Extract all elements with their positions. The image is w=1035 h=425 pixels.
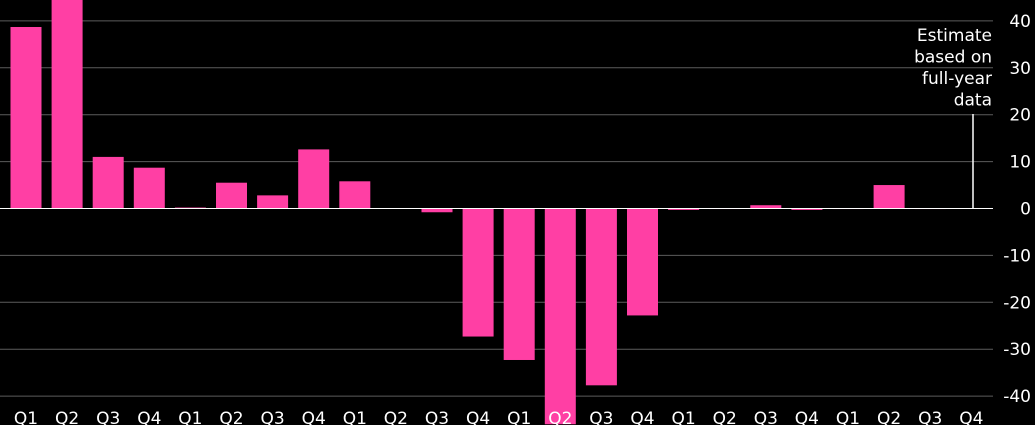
x-tick-label: Q4 xyxy=(302,409,326,425)
x-tick-label: Q2 xyxy=(548,409,572,425)
bar xyxy=(133,167,165,209)
bar xyxy=(668,208,700,210)
bar xyxy=(462,208,494,337)
x-tick-label: Q4 xyxy=(795,409,819,425)
x-tick-label: Q4 xyxy=(630,409,654,425)
bar xyxy=(421,208,453,213)
x-tick-label: Q1 xyxy=(836,409,860,425)
annotation-line: full-year xyxy=(922,69,992,89)
x-tick-label: Q1 xyxy=(178,409,202,425)
bar xyxy=(10,26,42,209)
bar xyxy=(257,195,289,209)
x-tick-label: Q1 xyxy=(507,409,531,425)
x-tick-label: Q2 xyxy=(55,409,79,425)
annotation-line: based on xyxy=(914,48,992,68)
y-tick-label: 20 xyxy=(1009,106,1031,126)
x-tick-label: Q2 xyxy=(384,409,408,425)
x-tick-label: Q3 xyxy=(918,409,942,425)
x-tick-label: Q1 xyxy=(671,409,695,425)
x-tick-label: Q4 xyxy=(137,409,161,425)
annotation-line: data xyxy=(954,91,992,111)
bar xyxy=(339,181,371,209)
x-tick-label: Q2 xyxy=(219,409,243,425)
y-tick-label: 40 xyxy=(1009,12,1031,32)
bar xyxy=(873,185,905,209)
bar xyxy=(51,0,83,209)
y-tick-label: -30 xyxy=(1003,340,1031,360)
bars xyxy=(10,0,946,425)
bar xyxy=(750,205,782,209)
y-tick-label: 0 xyxy=(1020,200,1031,220)
y-tick-label: 30 xyxy=(1009,59,1031,79)
x-tick-label: Q4 xyxy=(466,409,490,425)
y-tick-label: 10 xyxy=(1009,153,1031,173)
bar xyxy=(92,156,124,209)
x-tick-label: Q2 xyxy=(713,409,737,425)
x-tick-label: Q3 xyxy=(260,409,284,425)
bar xyxy=(544,208,576,425)
y-tick-label: -10 xyxy=(1003,246,1031,266)
bar xyxy=(627,208,658,316)
x-tick-label: Q2 xyxy=(877,409,901,425)
y-tick-label: -40 xyxy=(1003,387,1031,407)
bar xyxy=(216,182,247,209)
bar xyxy=(791,208,823,210)
bar xyxy=(503,208,535,360)
x-tick-label: Q3 xyxy=(96,409,120,425)
x-tick-label: Q3 xyxy=(589,409,613,425)
x-tick-label: Q1 xyxy=(14,409,38,425)
x-tick-label: Q1 xyxy=(343,409,367,425)
x-tick-label: Q3 xyxy=(754,409,778,425)
annotation-line: Estimate xyxy=(917,26,992,46)
bar xyxy=(298,149,330,209)
x-tick-label: Q3 xyxy=(425,409,449,425)
y-tick-label: -20 xyxy=(1003,293,1031,313)
gridlines xyxy=(0,20,993,397)
x-axis-ticks: Q1 Q2 Q3 Q4 Q1 Q2 Q3 Q4 Q1 Q2 Q3 Q4 Q1 Q2 Q3 Q4 Q1 Q2 Q3 Q4… xyxy=(14,409,984,425)
bar xyxy=(585,208,617,386)
y-axis-ticks: 40 30 20 10 0 -10 -20 -30 -40 xyxy=(1003,12,1031,407)
x-tick-label: Q4 xyxy=(959,409,983,425)
